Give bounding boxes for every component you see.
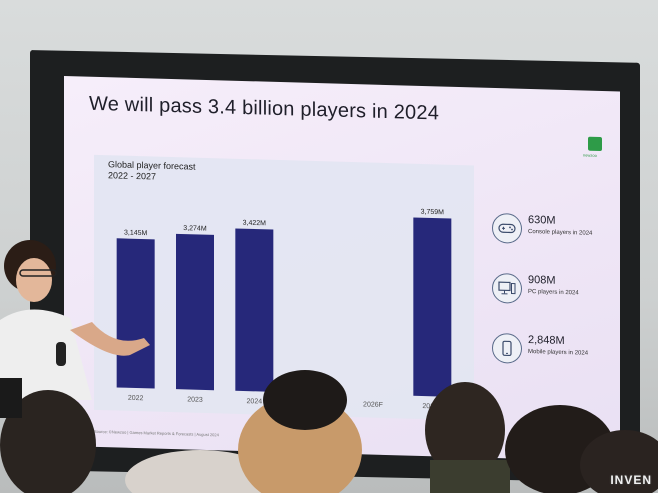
stat-mobile: 2,848M Mobile players in 2024	[492, 332, 612, 376]
presenter	[0, 240, 150, 400]
pc-icon	[492, 272, 522, 304]
value-label-2022: 3,145M	[124, 229, 148, 237]
value-label-2024: 3,422M	[243, 220, 267, 228]
bar-2024	[235, 228, 274, 392]
bar-2023	[176, 233, 214, 391]
category-label-2026F: 2026F	[363, 401, 383, 409]
value-label-2023: 3,274M	[183, 225, 207, 233]
watermark: INVEN	[610, 473, 652, 487]
category-label-2024: 2024	[247, 398, 263, 405]
phone-icon	[492, 332, 522, 364]
bar-2027F	[413, 217, 452, 397]
presentation-slide: We will pass 3.4 billion players in 2024…	[64, 76, 620, 462]
stat-console: 630M Console players in 2024	[492, 212, 612, 256]
stat-pc: 908M PC players in 2024	[492, 272, 612, 316]
value-label-2027F: 3,759M	[421, 209, 445, 217]
gamepad-icon	[492, 212, 522, 244]
category-label-2023: 2023	[187, 396, 203, 403]
bar-chart: 3,145M20223,274M20233,422M20242025F2026F…	[116, 209, 452, 411]
category-label-2022: 2022	[128, 395, 144, 402]
